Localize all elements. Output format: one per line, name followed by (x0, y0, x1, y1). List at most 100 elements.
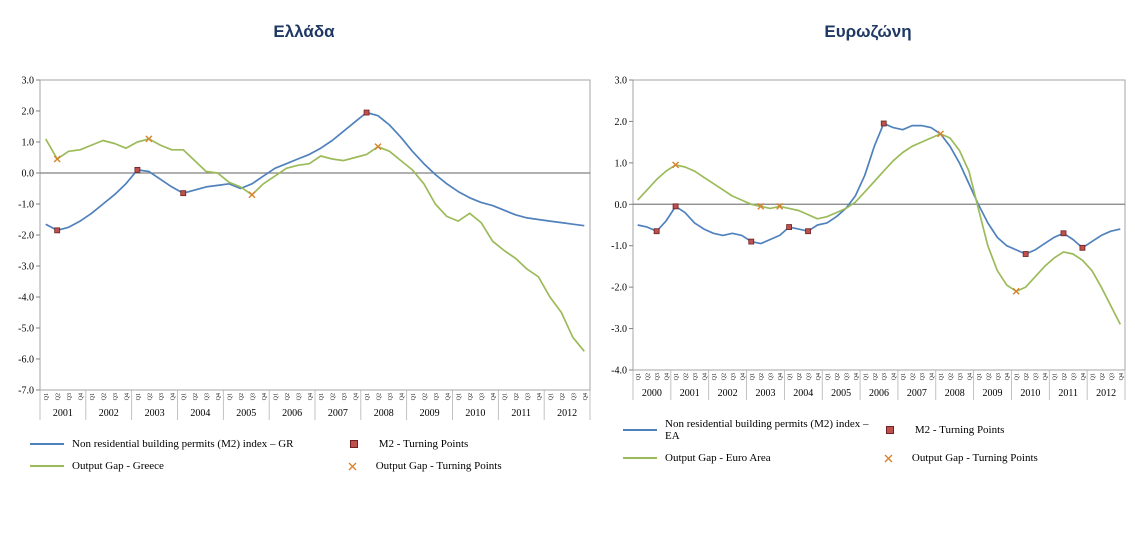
legend-item-m2-turning-points: M2 - Turning Points (337, 438, 598, 450)
quarter-tick-label: Q2 (377, 393, 383, 400)
y-axis-label: -2.0 (611, 283, 627, 294)
quarter-tick-label: Q2 (911, 373, 917, 380)
quarter-tick-label: Q1 (825, 373, 831, 380)
quarter-tick-label: Q4 (216, 393, 222, 400)
quarter-tick-label: Q3 (807, 373, 813, 380)
output-gap-turning-point-marker (672, 161, 680, 169)
legend-label-output-gap-line: Output Gap - Greece (72, 460, 164, 473)
legend-item-output-gap-line: Output Gap - Euro Area (623, 452, 873, 464)
m2-turning-point-marker (54, 227, 61, 234)
output-gap-turning-point-marker (937, 130, 944, 138)
quarter-tick-label: Q2 (759, 373, 765, 380)
quarter-tick-label: Q4 (967, 373, 973, 380)
year-label: 2012 (1096, 388, 1116, 399)
quarter-tick-label: Q2 (986, 373, 992, 380)
quarter-tick-label: Q1 (228, 393, 234, 400)
quarter-tick-label: Q4 (740, 373, 746, 380)
y-axis-label: 1.0 (615, 158, 628, 169)
quarter-tick-label: Q2 (835, 373, 841, 380)
quarter-tick-label: Q2 (873, 373, 879, 380)
quarter-tick-label: Q3 (296, 393, 302, 400)
quarter-tick-label: Q4 (79, 393, 85, 400)
quarter-tick-label: Q4 (354, 393, 360, 400)
legend-label-output-gap-line: Output Gap - Euro Area (665, 452, 771, 465)
quarter-tick-label: Q3 (769, 373, 775, 380)
quarter-tick-label: Q3 (731, 373, 737, 380)
quarter-tick-label: Q3 (958, 373, 964, 380)
quarter-tick-label: Q3 (342, 393, 348, 400)
quarter-tick-label: Q3 (882, 373, 888, 380)
quarter-tick-label: Q3 (525, 393, 531, 400)
m2-turning-point-marker (653, 228, 660, 235)
output-gap-line (637, 133, 1122, 325)
quarter-tick-label: Q2 (560, 393, 566, 400)
m2-index-line (45, 111, 585, 232)
year-label: 2012 (557, 408, 577, 419)
quarter-tick-label: Q2 (948, 373, 954, 380)
legend-label-output-gap-turning-points: Output Gap - Turning Points (375, 460, 502, 473)
year-label: 2004 (190, 408, 210, 419)
year-label: 2011 (511, 408, 531, 419)
quarter-tick-label: Q4 (262, 393, 268, 400)
quarter-tick-label: Q2 (514, 393, 520, 400)
quarter-tick-label: Q3 (250, 393, 256, 400)
output-gap-turning-point-marker (1012, 287, 1020, 295)
year-label: 2008 (374, 408, 394, 419)
quarter-tick-label: Q2 (797, 373, 803, 380)
quarter-tick-label: Q2 (285, 393, 291, 400)
x-marker-icon (348, 462, 357, 471)
quarter-tick-label: Q4 (124, 393, 130, 400)
quarter-tick-label: Q4 (702, 373, 708, 380)
chart-title-eurozone: Ευρωζώνη (824, 22, 912, 41)
quarter-tick-label: Q3 (1034, 373, 1040, 380)
quarter-tick-label: Q3 (655, 373, 661, 380)
quarter-tick-label: Q1 (788, 373, 794, 380)
quarter-tick-label: Q4 (308, 393, 314, 400)
m2-turning-point-marker (786, 224, 793, 230)
quarter-tick-label: Q3 (844, 373, 850, 380)
year-label: 2003 (145, 408, 165, 419)
m2-index-line (637, 122, 1121, 255)
quarter-tick-label: Q1 (901, 373, 907, 380)
quarter-tick-label: Q4 (854, 373, 860, 380)
year-label: 2010 (465, 408, 485, 419)
y-axis-label: 3.0 (22, 76, 35, 87)
quarter-tick-label: Q4 (1005, 373, 1011, 380)
year-label: 2005 (236, 408, 256, 419)
y-axis-label: -3.0 (611, 324, 627, 335)
output-gap-line (44, 138, 585, 352)
m2-line-swatch-icon (623, 429, 657, 432)
y-axis-label: -4.0 (611, 366, 627, 377)
quarter-tick-label: Q3 (1109, 373, 1115, 380)
quarter-tick-label: Q1 (44, 393, 50, 400)
quarter-tick-label: Q3 (480, 393, 486, 400)
m2-turning-point-swatch-icon (885, 426, 894, 435)
chart-title-greece: Ελλάδα (273, 22, 335, 41)
y-axis-label: -4.0 (18, 293, 34, 304)
year-label: 2003 (755, 388, 775, 399)
eurozone-chart-panel: Ευρωζώνη 3.0 2.0 1.0 0.0 -1.0 -2.0 -3.0 -4.0 Q1 Q… (603, 6, 1133, 464)
year-label: 2000 (642, 388, 662, 399)
quarter-tick-label: Q3 (113, 393, 119, 400)
quarter-tick-label: Q1 (90, 393, 96, 400)
quarter-tick-label: Q1 (319, 393, 325, 400)
year-label: 2011 (1058, 388, 1078, 399)
quarter-tick-label: Q1 (750, 373, 756, 380)
eurozone-chart-plot: 3.02.01.00.0-1.0-2.0-3.0-4.0Q1 Q2 Q3 Q4 Q1 Q2… (611, 76, 1126, 400)
legend-item-output-gap-turning-points: Output Gap - Turning Points (337, 460, 598, 472)
quarter-tick-label: Q4 (583, 393, 589, 400)
year-label: 2001 (680, 388, 700, 399)
y-axis-label: -6.0 (18, 355, 34, 366)
quarter-tick-label: Q3 (693, 373, 699, 380)
quarter-tick-label: Q3 (205, 393, 211, 400)
m2-turning-point-marker (134, 167, 141, 173)
quarter-tick-label: Q4 (537, 393, 543, 400)
quarter-tick-label: Q1 (136, 393, 142, 400)
y-axis-label: -1.0 (611, 241, 627, 252)
output-gap-turning-point-marker (776, 202, 784, 210)
quarter-tick-label: Q1 (182, 393, 188, 400)
y-axis-label: 2.0 (615, 117, 628, 128)
m2-turning-point-marker (805, 228, 811, 235)
quarter-tick-label: Q2 (147, 393, 153, 400)
